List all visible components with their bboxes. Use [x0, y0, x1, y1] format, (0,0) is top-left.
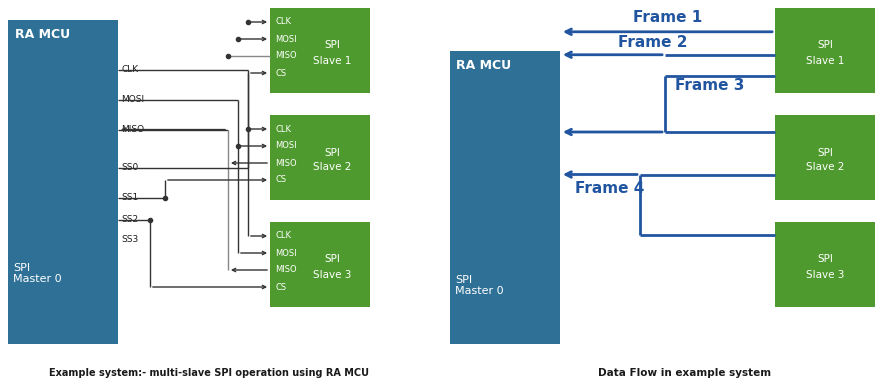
Text: CS: CS	[275, 283, 286, 292]
Text: CLK: CLK	[275, 124, 291, 133]
Text: CLK: CLK	[275, 18, 291, 27]
Text: SPI
Master 0: SPI Master 0	[455, 274, 504, 296]
Text: MOSI: MOSI	[275, 142, 297, 151]
Text: Slave 1: Slave 1	[805, 56, 845, 66]
Text: SPI: SPI	[817, 255, 833, 264]
Text: SPI: SPI	[324, 41, 340, 50]
Text: MISO: MISO	[275, 52, 297, 61]
Text: Frame 4: Frame 4	[575, 181, 645, 196]
Text: SPI: SPI	[817, 41, 833, 50]
Text: Slave 2: Slave 2	[313, 163, 351, 172]
Text: MOSI: MOSI	[275, 34, 297, 43]
Text: Frame 1: Frame 1	[633, 10, 702, 25]
Text: Frame 2: Frame 2	[618, 35, 687, 50]
Text: RA MCU: RA MCU	[15, 27, 70, 41]
Bar	[775, 222, 875, 307]
Text: Slave 3: Slave 3	[313, 269, 351, 280]
Bar	[270, 222, 370, 307]
Bar	[775, 115, 875, 200]
Text: Slave 2: Slave 2	[805, 163, 845, 172]
Bar	[270, 115, 370, 200]
Text: CS: CS	[275, 176, 286, 185]
Text: Slave 3: Slave 3	[805, 269, 845, 280]
Text: Slave 1: Slave 1	[313, 56, 351, 66]
Text: SPI: SPI	[324, 147, 340, 158]
Text: MOSI: MOSI	[275, 249, 297, 258]
Text: MOSI: MOSI	[121, 95, 144, 104]
Text: SPI
Master 0: SPI Master 0	[13, 263, 61, 285]
Text: SS2: SS2	[121, 215, 138, 224]
Text: CLK: CLK	[275, 231, 291, 240]
Text: SPI: SPI	[324, 255, 340, 264]
Text: CLK: CLK	[121, 65, 138, 74]
Bar	[8, 20, 118, 344]
Text: SPI: SPI	[817, 147, 833, 158]
Bar	[270, 8, 370, 93]
Bar	[450, 51, 560, 344]
Bar	[775, 8, 875, 93]
Text: RA MCU: RA MCU	[456, 59, 511, 72]
Text: SS3: SS3	[121, 235, 139, 244]
Text: Frame 3: Frame 3	[675, 79, 744, 93]
Text: CS: CS	[275, 68, 286, 77]
Text: MISO: MISO	[121, 125, 144, 134]
Text: MISO: MISO	[275, 265, 297, 274]
Text: SS1: SS1	[121, 193, 139, 202]
Text: SS0: SS0	[121, 163, 139, 172]
Text: Example system:- multi-slave SPI operation using RA MCU: Example system:- multi-slave SPI operati…	[49, 368, 369, 378]
Text: MISO: MISO	[275, 158, 297, 167]
Text: Data Flow in example system: Data Flow in example system	[598, 368, 772, 378]
